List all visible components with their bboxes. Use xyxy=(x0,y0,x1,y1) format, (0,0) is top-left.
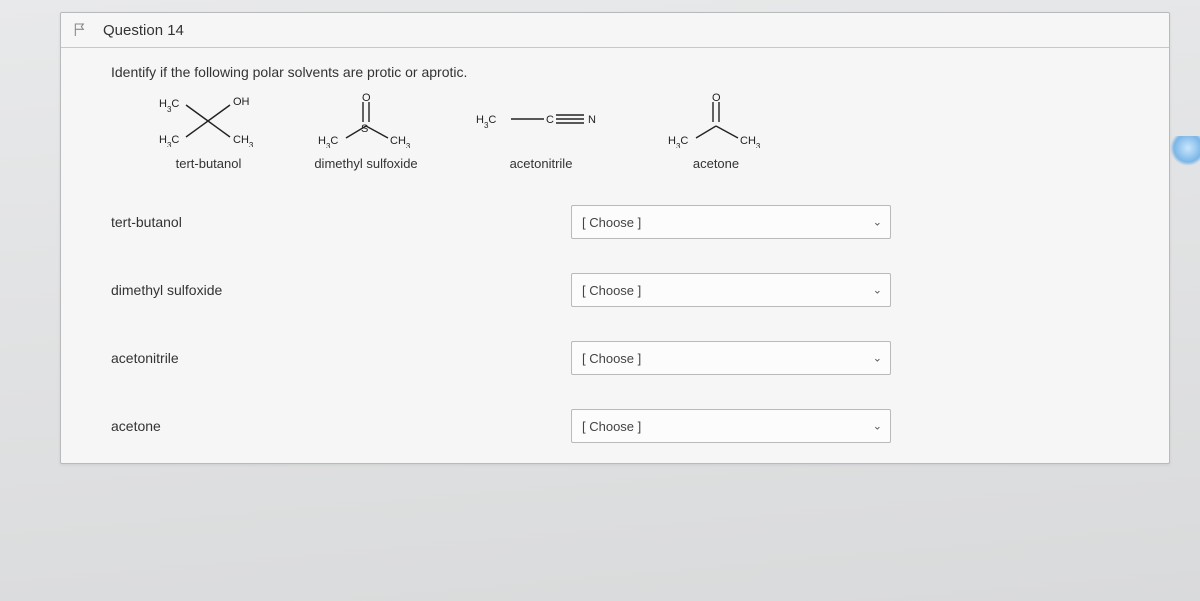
select-dmso[interactable]: [ Choose ] ⌄ xyxy=(571,273,891,307)
svg-text:O: O xyxy=(362,92,371,104)
svg-text:C: C xyxy=(546,114,554,126)
svg-text:H3C: H3C xyxy=(159,134,179,147)
chevron-down-icon: ⌄ xyxy=(873,216,882,229)
svg-text:H3C: H3C xyxy=(159,98,179,114)
structure-label: tert-butanol xyxy=(176,156,242,171)
select-acetonitrile[interactable]: [ Choose ] ⌄ xyxy=(571,341,891,375)
question-card: Question 14 Identify if the following po… xyxy=(60,12,1170,464)
svg-text:H3C: H3C xyxy=(318,135,338,148)
acetone-structure: O H3C CH3 xyxy=(656,88,776,150)
svg-text:O: O xyxy=(712,92,721,104)
select-placeholder: [ Choose ] xyxy=(582,283,641,298)
match-label-acetonitrile: acetonitrile xyxy=(111,350,571,366)
svg-text:H3C: H3C xyxy=(668,135,688,148)
structure-cell-acetonitrile: H3C C N acetonitrile xyxy=(466,88,616,171)
select-placeholder: [ Choose ] xyxy=(582,419,641,434)
structure-label: acetone xyxy=(693,156,739,171)
svg-text:OH: OH xyxy=(233,96,250,108)
structure-cell-tert-butanol: H3C H3C CH3 OH tert-butanol xyxy=(151,88,266,171)
match-label-acetone: acetone xyxy=(111,418,571,434)
question-body: Identify if the following polar solvents… xyxy=(61,48,1169,463)
select-acetone[interactable]: [ Choose ] ⌄ xyxy=(571,409,891,443)
matching-table: tert-butanol [ Choose ] ⌄ dimethyl sulfo… xyxy=(111,205,1119,443)
chevron-down-icon: ⌄ xyxy=(873,420,882,433)
svg-text:CH3: CH3 xyxy=(233,134,254,147)
structure-label: dimethyl sulfoxide xyxy=(314,156,417,171)
svg-text:N: N xyxy=(588,114,596,126)
svg-text:CH3: CH3 xyxy=(390,135,411,148)
svg-text:CH3: CH3 xyxy=(740,135,761,148)
match-label-dmso: dimethyl sulfoxide xyxy=(111,282,571,298)
structure-cell-acetone: O H3C CH3 acetone xyxy=(656,88,776,171)
question-title: Question 14 xyxy=(103,22,184,39)
match-label-tert-butanol: tert-butanol xyxy=(111,214,571,230)
cursor-artifact xyxy=(1170,136,1200,166)
question-header: Question 14 xyxy=(61,13,1169,48)
chevron-down-icon: ⌄ xyxy=(873,352,882,365)
question-prompt: Identify if the following polar solvents… xyxy=(111,64,1119,80)
select-placeholder: [ Choose ] xyxy=(582,215,641,230)
svg-text:S: S xyxy=(361,123,368,135)
acetonitrile-structure: H3C C N xyxy=(466,88,616,150)
quiz-page: Question 14 Identify if the following po… xyxy=(0,0,1200,601)
structure-label: acetonitrile xyxy=(510,156,573,171)
select-placeholder: [ Choose ] xyxy=(582,351,641,366)
svg-text:H3C: H3C xyxy=(476,114,496,130)
select-tert-butanol[interactable]: [ Choose ] ⌄ xyxy=(571,205,891,239)
tert-butanol-structure: H3C H3C CH3 OH xyxy=(151,88,266,150)
structure-cell-dmso: O S H3C CH3 dimethyl sulfoxide xyxy=(306,88,426,171)
dimethyl-sulfoxide-structure: O S H3C CH3 xyxy=(306,88,426,150)
flag-icon[interactable] xyxy=(71,21,89,39)
chevron-down-icon: ⌄ xyxy=(873,284,882,297)
structures-row: H3C H3C CH3 OH tert-butanol xyxy=(151,88,1119,171)
